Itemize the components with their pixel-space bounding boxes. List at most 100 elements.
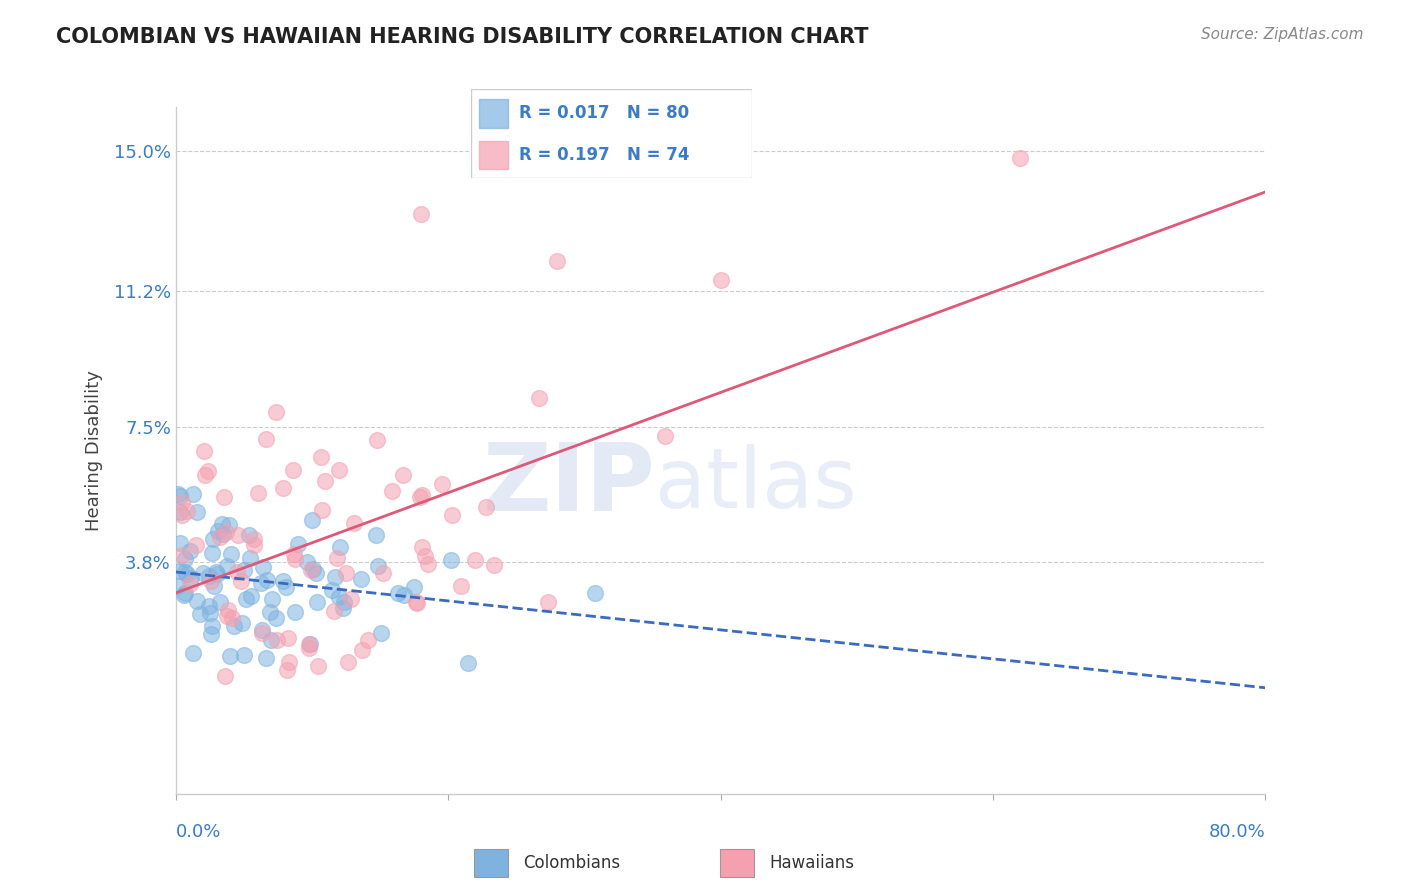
Text: 80.0%: 80.0% bbox=[1209, 823, 1265, 841]
Point bbox=[173, 551, 195, 566]
Bar bbox=[720, 849, 754, 877]
Point bbox=[298, 637, 321, 651]
Text: Hawaiians: Hawaiians bbox=[769, 854, 853, 872]
Point bbox=[305, 566, 328, 580]
Point bbox=[202, 579, 225, 593]
Point bbox=[200, 574, 222, 588]
Point bbox=[409, 490, 432, 504]
Point bbox=[266, 632, 288, 647]
Point bbox=[402, 580, 425, 594]
Point bbox=[217, 603, 239, 617]
Point bbox=[1010, 152, 1032, 166]
Point bbox=[173, 585, 195, 599]
Point bbox=[411, 540, 433, 554]
Point bbox=[537, 594, 560, 608]
Point bbox=[250, 626, 273, 640]
Point bbox=[450, 579, 472, 593]
Point bbox=[654, 429, 676, 443]
Point bbox=[243, 537, 266, 551]
Point bbox=[366, 433, 388, 447]
Point bbox=[392, 588, 415, 602]
Point bbox=[307, 658, 329, 673]
Point bbox=[249, 576, 271, 591]
Point bbox=[262, 591, 284, 606]
Point bbox=[202, 532, 225, 546]
Point bbox=[173, 588, 195, 602]
Point bbox=[328, 591, 350, 605]
Point bbox=[256, 573, 278, 587]
Point bbox=[238, 528, 260, 542]
Point bbox=[301, 513, 323, 527]
Point bbox=[207, 524, 229, 539]
Point bbox=[218, 518, 240, 533]
Point bbox=[340, 591, 363, 606]
Point bbox=[242, 532, 264, 546]
Point bbox=[214, 669, 236, 683]
Point bbox=[221, 611, 243, 625]
Point bbox=[370, 626, 392, 640]
Point bbox=[221, 547, 243, 561]
Point bbox=[271, 481, 294, 495]
Point bbox=[326, 550, 349, 565]
Point bbox=[325, 569, 347, 583]
Point bbox=[329, 540, 352, 554]
Point bbox=[201, 619, 224, 633]
Point bbox=[212, 526, 235, 541]
Point bbox=[235, 592, 257, 607]
Point bbox=[193, 467, 215, 482]
Point bbox=[170, 548, 193, 562]
Point bbox=[169, 564, 191, 578]
Point bbox=[710, 273, 733, 287]
Point bbox=[231, 615, 253, 630]
Point bbox=[186, 593, 208, 607]
Point bbox=[464, 553, 486, 567]
Point bbox=[332, 601, 354, 615]
Point bbox=[169, 536, 191, 550]
Point bbox=[166, 579, 188, 593]
Text: Source: ZipAtlas.com: Source: ZipAtlas.com bbox=[1201, 27, 1364, 42]
Text: 0.0%: 0.0% bbox=[176, 823, 221, 841]
Point bbox=[314, 474, 336, 488]
Bar bbox=[474, 849, 509, 877]
Point bbox=[215, 609, 238, 624]
Point bbox=[416, 557, 439, 571]
Point bbox=[336, 655, 359, 669]
Point bbox=[298, 637, 321, 651]
Point bbox=[217, 559, 239, 574]
Point bbox=[205, 566, 228, 580]
Point bbox=[211, 516, 233, 531]
Point bbox=[297, 555, 319, 569]
Point bbox=[343, 516, 366, 530]
Point bbox=[333, 595, 356, 609]
Point bbox=[381, 483, 404, 498]
Text: R = 0.197   N = 74: R = 0.197 N = 74 bbox=[519, 146, 689, 164]
Point bbox=[252, 623, 274, 637]
Point bbox=[169, 489, 191, 503]
Point bbox=[276, 663, 298, 677]
Point bbox=[309, 450, 332, 464]
Point bbox=[260, 632, 283, 647]
Point bbox=[323, 604, 346, 618]
Point bbox=[266, 405, 288, 419]
Point bbox=[169, 505, 191, 519]
Point bbox=[357, 632, 380, 647]
Point bbox=[405, 595, 427, 609]
Point bbox=[527, 391, 550, 405]
Point bbox=[546, 254, 568, 268]
Point bbox=[184, 538, 207, 552]
Point bbox=[205, 567, 228, 582]
Point bbox=[201, 546, 224, 560]
Point bbox=[281, 462, 304, 476]
Point bbox=[179, 543, 201, 558]
Point bbox=[198, 607, 221, 621]
Point bbox=[197, 464, 219, 478]
Point bbox=[366, 528, 388, 542]
Point bbox=[166, 487, 188, 501]
Point bbox=[219, 649, 242, 664]
Point bbox=[209, 595, 232, 609]
Point bbox=[186, 505, 208, 519]
Text: R = 0.017   N = 80: R = 0.017 N = 80 bbox=[519, 104, 689, 122]
Bar bbox=[479, 99, 508, 128]
Y-axis label: Hearing Disability: Hearing Disability bbox=[84, 370, 103, 531]
Point bbox=[215, 524, 238, 539]
